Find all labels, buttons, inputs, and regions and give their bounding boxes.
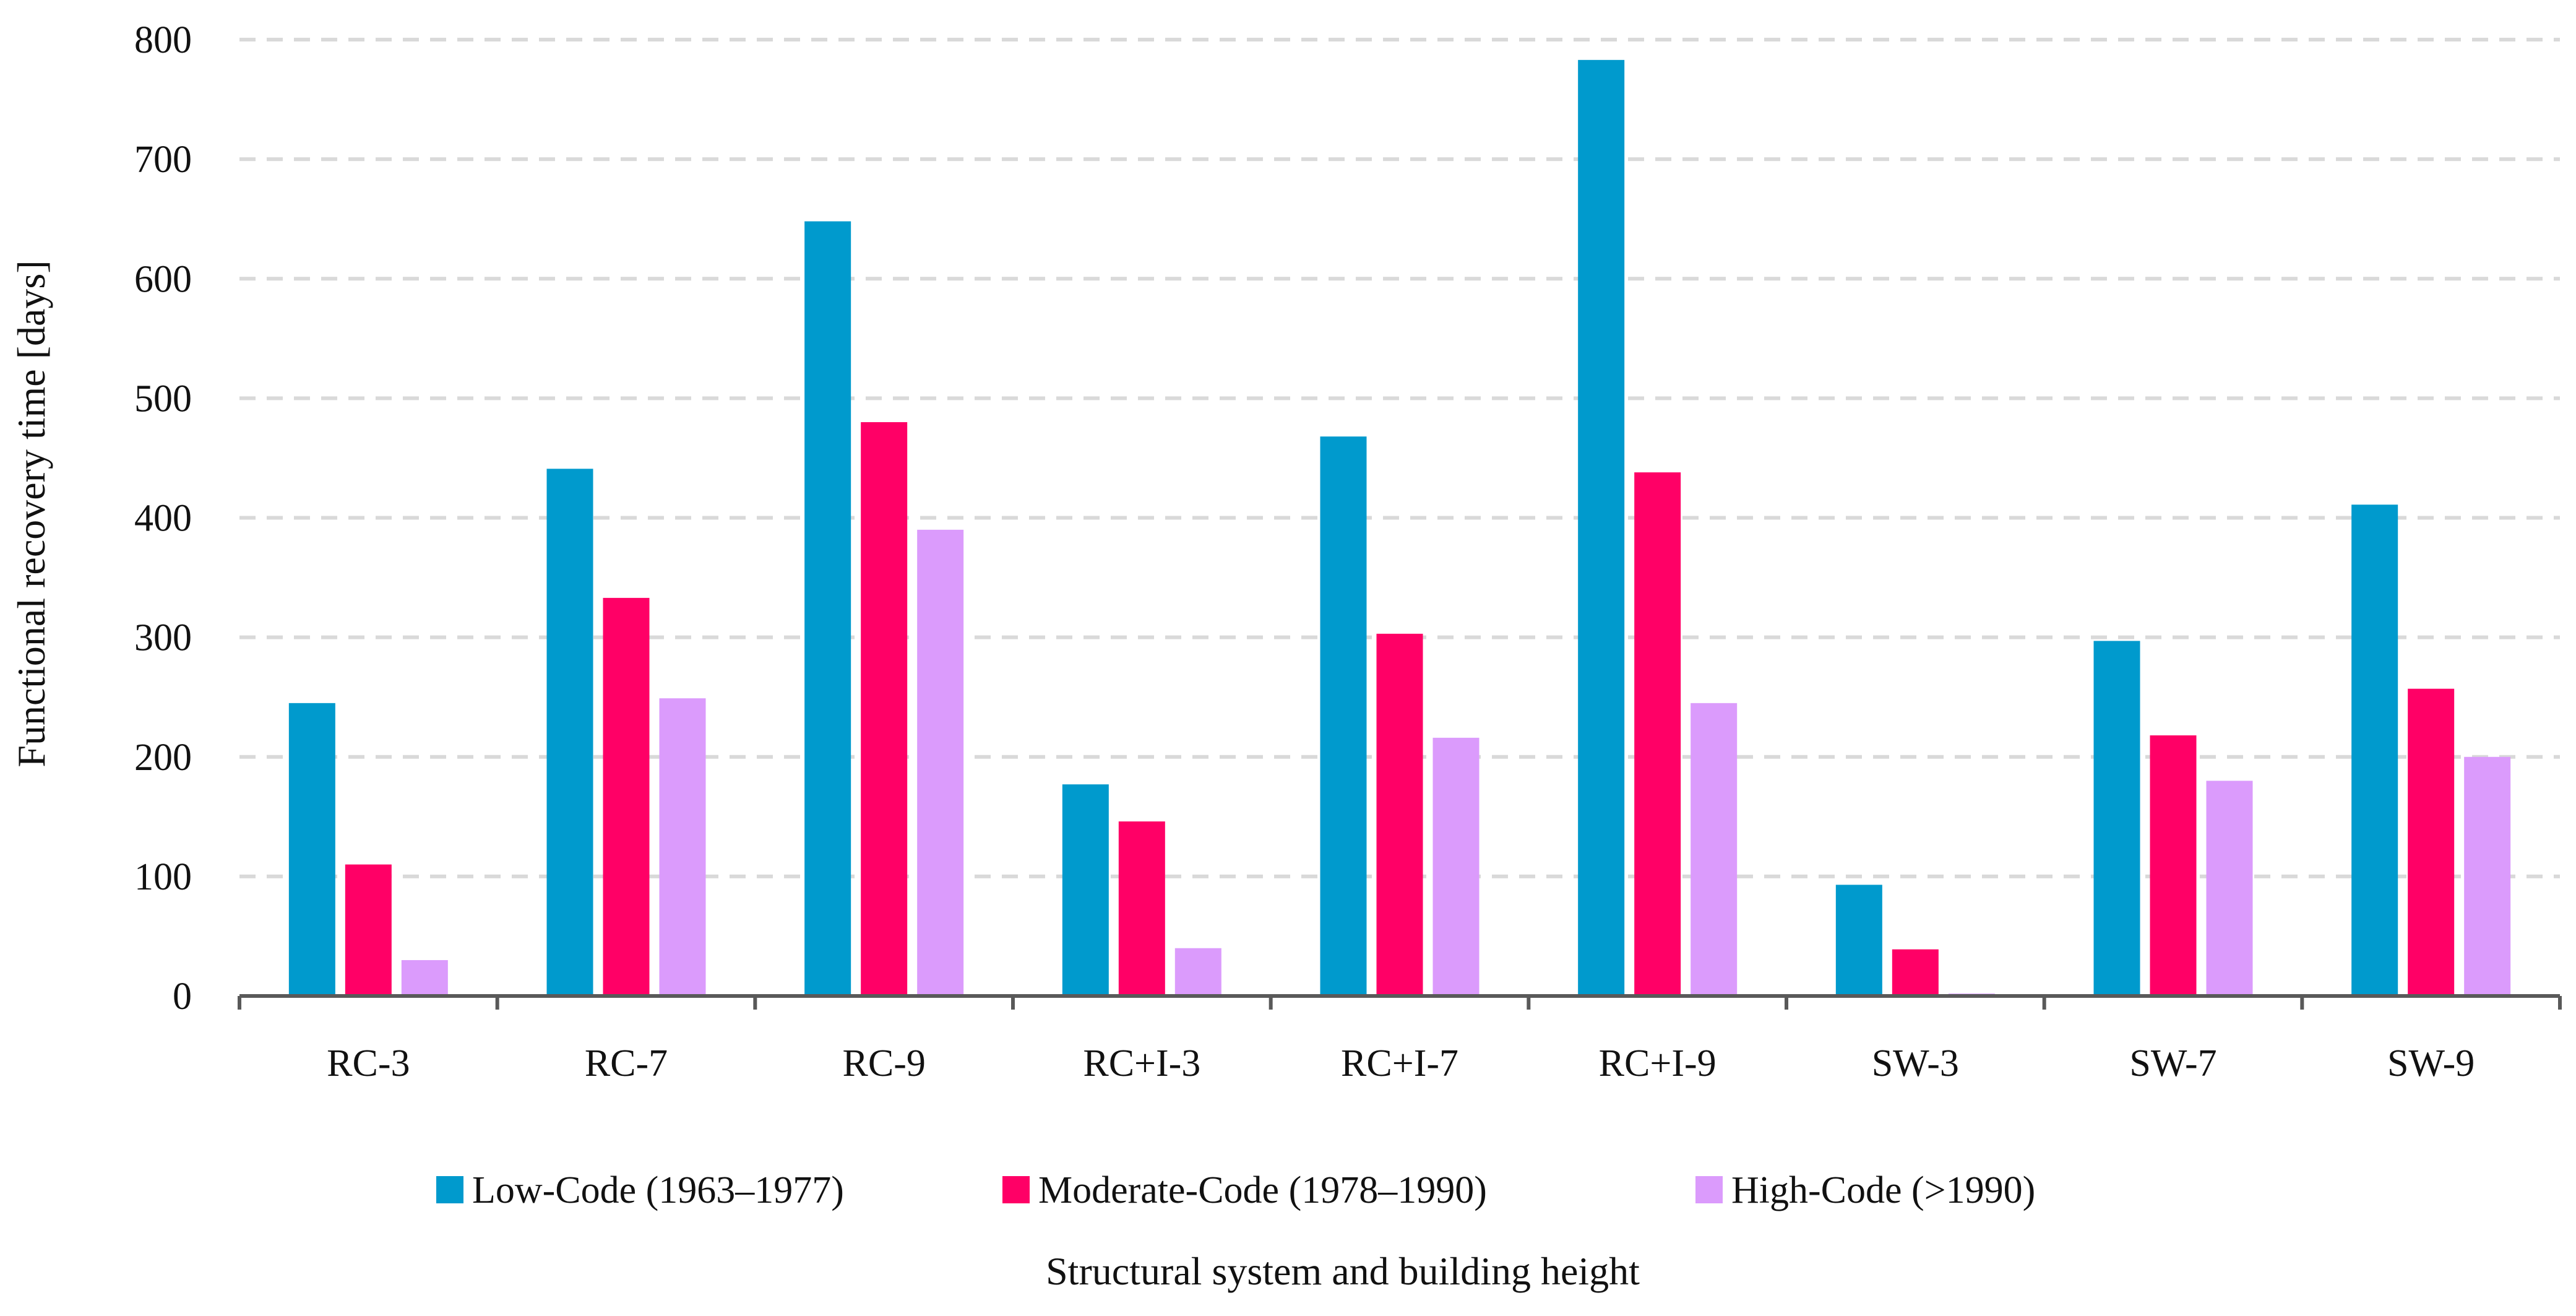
x-axis-title: Structural system and building height — [1046, 1249, 1640, 1293]
y-tick-label: 100 — [134, 856, 192, 898]
bar-SW-9-series-1 — [2408, 688, 2455, 996]
legend-swatch — [1695, 1176, 1723, 1203]
bar-RC+I-9-series-1 — [1634, 472, 1681, 996]
x-tick-label: SW-3 — [1872, 1042, 1959, 1084]
bar-RC-7-series-1 — [603, 597, 650, 996]
y-tick-label: 200 — [134, 737, 192, 779]
bar-SW-9-series-0 — [2351, 504, 2398, 996]
bar-SW-7-series-1 — [2150, 735, 2197, 996]
bar-RC-3-series-0 — [288, 703, 335, 996]
y-tick-label: 400 — [134, 498, 192, 540]
x-tick-label: RC-3 — [327, 1042, 410, 1084]
legend-swatch — [1002, 1176, 1030, 1203]
y-tick-label: 0 — [173, 976, 192, 1018]
bar-RC-9-series-1 — [861, 422, 908, 996]
bar-RC+I-9-series-2 — [1691, 703, 1738, 996]
bar-SW-3-series-0 — [1835, 885, 1882, 996]
y-tick-label: 800 — [134, 19, 192, 61]
bar-RC+I-7-series-2 — [1432, 737, 1480, 996]
x-tick-label: RC-9 — [842, 1042, 925, 1084]
x-tick-labels: RC-3 RC-7 RC-9 RC+I-3 RC+I-7 RC+I-9 SW-3 SW-7 SW… — [327, 1042, 2475, 1084]
y-tick-label: 600 — [134, 258, 192, 300]
y-tick-label: 500 — [134, 378, 192, 420]
bar-SW-7-series-2 — [2206, 781, 2253, 996]
legend-swatch — [436, 1176, 463, 1203]
bar-SW-3-series-1 — [1892, 949, 1939, 996]
bar-RC-3-series-1 — [345, 864, 392, 996]
bars — [288, 59, 2511, 996]
bar-RC+I-9-series-0 — [1578, 59, 1625, 996]
y-tick-label: 700 — [134, 139, 192, 181]
bar-RC+I-7-series-0 — [1320, 436, 1367, 996]
bar-RC-7-series-2 — [659, 698, 706, 996]
bar-RC-3-series-2 — [401, 960, 448, 996]
legend-label: Low-Code (1963–1977) — [472, 1169, 844, 1211]
x-tick-label: SW-7 — [2129, 1042, 2216, 1084]
y-axis-title: Functional recovery time [days] — [9, 260, 53, 767]
bar-RC+I-3-series-0 — [1062, 784, 1109, 996]
legend-label: Moderate-Code (1978–1990) — [1038, 1169, 1487, 1211]
y-tick-label: 300 — [134, 617, 192, 659]
bar-SW-9-series-2 — [2464, 756, 2511, 996]
x-tick-label: RC+I-7 — [1341, 1042, 1458, 1084]
x-tick-label: SW-9 — [2387, 1042, 2475, 1084]
legend: Low-Code (1963–1977) Moderate-Code (1978–… — [436, 1169, 2035, 1211]
bar-RC+I-3-series-2 — [1174, 948, 1221, 996]
x-axis — [238, 994, 2562, 1010]
y-tick-labels: 0 100 200 300 400 500 600 700 800 — [134, 19, 192, 1018]
legend-label: High-Code (>1990) — [1731, 1169, 2035, 1211]
bar-RC+I-7-series-1 — [1376, 633, 1423, 996]
bar-RC-7-series-0 — [546, 469, 593, 996]
bar-RC-9-series-2 — [917, 529, 964, 996]
bar-RC-9-series-0 — [804, 221, 851, 996]
x-tick-label: RC-7 — [585, 1042, 668, 1084]
bar-RC+I-3-series-1 — [1118, 821, 1165, 996]
x-tick-label: RC+I-3 — [1083, 1042, 1200, 1084]
x-tick-label: RC+I-9 — [1599, 1042, 1717, 1084]
bar-SW-7-series-0 — [2093, 641, 2140, 996]
